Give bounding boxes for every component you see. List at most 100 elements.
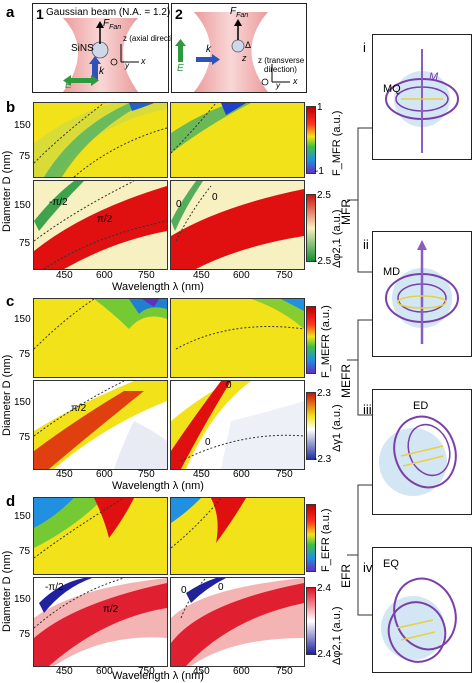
colorbar-b-bottom-max: 2.5 — [317, 190, 331, 201]
panel-label-c: c — [6, 293, 15, 310]
y-axis-label-b: Diameter D (nm) — [1, 150, 13, 232]
colorbar-c-bottom-label: Δγ1 (a.u.) — [331, 404, 343, 452]
schematic-left-number: 1 — [36, 6, 44, 22]
heatmap-c-top-left — [33, 298, 168, 378]
y-tick-b-150: 150 — [14, 120, 31, 131]
panel-label-d: d — [6, 493, 16, 510]
x-tick-b-450-left: 450 — [56, 270, 73, 281]
y-axis-label-c: Diameter D (nm) — [1, 354, 13, 436]
mode-label-mq: MQ — [383, 83, 401, 95]
colorbar-b-top-min: -1 — [315, 166, 324, 177]
colorbar-d-bottom-max: 2.4 — [317, 583, 331, 594]
y-tick-b-75-bottom: 75 — [19, 238, 31, 249]
mode-box-eq: EQ — [372, 547, 472, 673]
schematic-right-axis-note-1: z (transverse — [258, 56, 305, 65]
heatmap-d-top-right — [170, 497, 305, 575]
schematic-left-force: FFan — [103, 18, 122, 31]
heatmap-d-bottom-left — [33, 577, 168, 667]
x-tick-c-450-left: 450 — [56, 469, 73, 480]
gaussian-beam-left-illustration — [63, 18, 139, 92]
schematic-right-delta: Δ — [245, 40, 252, 50]
mode-m-label: M — [429, 71, 439, 83]
schematic-left-x: x — [141, 56, 146, 66]
x-tick-b-450-right: 450 — [193, 270, 210, 281]
annotation-d-zero-2: 0 — [218, 582, 224, 593]
annotation-b-zero-2: 0 — [212, 192, 218, 203]
x-tick-c-600-left: 600 — [96, 469, 113, 480]
heatmap-b-top-right — [170, 102, 305, 178]
colorbar-d-top-label: F_EFR (a.u.) — [320, 508, 332, 572]
x-tick-c-450-right: 450 — [193, 469, 210, 480]
roman-i: i — [363, 40, 366, 55]
panel-label-a: a — [6, 4, 15, 21]
heatmap-c-top-right — [170, 298, 305, 378]
schematic-right-box: 2 FFan Δ z k E z (transverse direction) … — [171, 3, 307, 93]
mode-box-ed: ED — [372, 389, 472, 515]
side-label-mfr: MFR — [339, 199, 353, 225]
mode-box-mq: MQ M — [372, 34, 472, 160]
colorbar-c-bottom-min: -2.3 — [314, 454, 332, 465]
annotation-d-neg-pi-half: -π/2 — [45, 582, 64, 593]
colorbar-c-bottom-max: 2.3 — [317, 388, 331, 399]
y-tick-c-150: 150 — [14, 314, 31, 325]
roman-ii: ii — [363, 237, 369, 252]
heatmap-b-top-left — [33, 102, 168, 178]
colorbar-d-top — [306, 504, 316, 572]
side-label-mefr: MEFR — [339, 364, 353, 398]
x-axis-label-d: Wavelength λ (nm) — [112, 670, 204, 682]
y-axis-label-d: Diameter D (nm) — [1, 550, 13, 632]
colorbar-b-bottom-min: -2.5 — [314, 256, 332, 267]
x-tick-d-600-right: 600 — [233, 666, 250, 677]
y-tick-c-75: 75 — [19, 349, 31, 360]
annotation-c-zero-1: 0 — [226, 380, 232, 391]
schematic-left-box: 1 Gaussian beam (N.A. = 1.2) FFan SiNS z… — [32, 3, 183, 93]
colorbar-d-bottom-label: Δφ2,1 (a.u.) — [331, 606, 343, 665]
schematic-left-y: y — [125, 61, 129, 70]
mode-label-eq: EQ — [383, 558, 399, 570]
annotation-d-pi-half: π/2 — [103, 604, 119, 615]
colorbar-d-bottom-min: -2.4 — [314, 649, 332, 660]
colorbar-c-bottom — [306, 392, 316, 460]
schematic-left-title: Gaussian beam (N.A. = 1.2) — [46, 7, 171, 18]
x-tick-c-750-left: 750 — [138, 469, 155, 480]
annotation-b-neg-pi-half: -π/2 — [49, 197, 68, 208]
x-tick-c-600-right: 600 — [233, 469, 250, 480]
x-tick-c-750-right: 750 — [276, 469, 293, 480]
roman-iv: iv — [363, 560, 373, 575]
x-tick-b-750-right: 750 — [276, 270, 293, 281]
y-tick-d-150: 150 — [14, 511, 31, 522]
x-tick-d-450-right: 450 — [193, 666, 210, 677]
heatmap-b-bottom-right — [170, 180, 305, 270]
annotation-c-pi-half: π/2 — [71, 403, 87, 414]
colorbar-c-top-label: F_MEFR (a.u.) — [320, 305, 332, 378]
panel-label-b: b — [6, 99, 16, 116]
side-label-efr: EFR — [339, 564, 353, 588]
colorbar-b-top-label: F_MFR (a.u.) — [331, 110, 343, 176]
mode-box-md: MD — [372, 231, 472, 357]
annotation-b-pi-half: π/2 — [97, 214, 113, 225]
mode-label-ed: ED — [413, 400, 429, 412]
colorbar-b-top — [306, 106, 316, 174]
schematic-right-y: y — [276, 81, 280, 90]
y-tick-b-150-bottom: 150 — [14, 200, 31, 211]
x-tick-d-600-left: 600 — [96, 666, 113, 677]
y-tick-b-75: 75 — [19, 151, 31, 162]
schematic-right-axis-note-2: direction) — [264, 65, 297, 74]
schematic-right-e: E — [177, 63, 184, 74]
annotation-b-zero-1: 0 — [176, 199, 182, 210]
schematic-left-particle: SiNS — [71, 43, 94, 54]
x-tick-b-750-left: 750 — [138, 270, 155, 281]
roman-iii: iii — [363, 402, 372, 417]
schematic-left-axis-note: z (axial direction) — [123, 34, 184, 43]
y-tick-d-75-bottom: 75 — [19, 629, 31, 640]
colorbar-b-bottom — [306, 194, 316, 262]
schematic-right-z: z — [242, 53, 247, 63]
annotation-c-zero-2: 0 — [205, 437, 211, 448]
colorbar-b-top-max: 1 — [317, 102, 323, 113]
gaussian-beam-right-illustration — [175, 12, 290, 92]
x-tick-d-450-left: 450 — [56, 666, 73, 677]
mode-label-md: MD — [383, 266, 401, 278]
schematic-right-x: x — [293, 76, 298, 86]
heatmap-b-bottom-left — [33, 180, 168, 270]
schematic-left-k: k — [99, 66, 104, 77]
